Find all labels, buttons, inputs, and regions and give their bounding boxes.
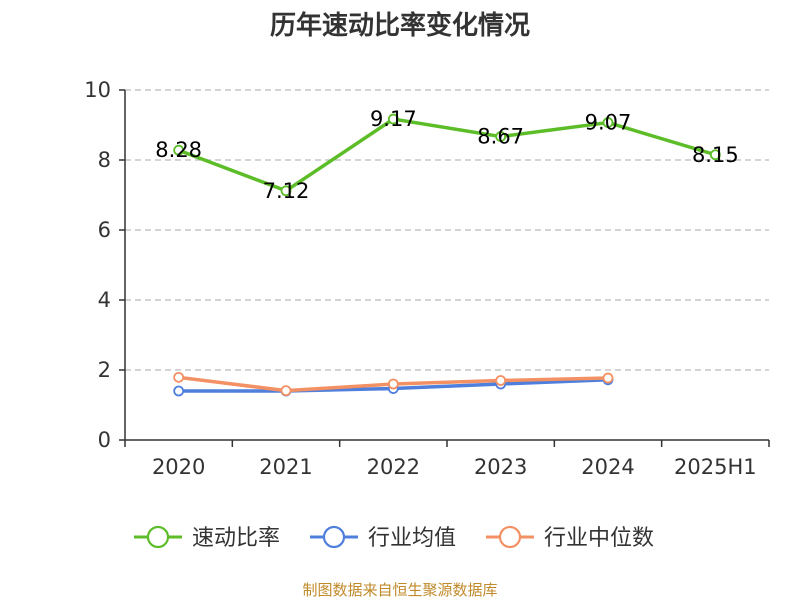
x-tick-label: 2025H1	[674, 455, 757, 479]
x-tick-label: 2023	[474, 455, 527, 479]
y-tick-label: 6	[98, 218, 111, 242]
y-tick-label: 4	[98, 288, 111, 312]
y-tick-label: 0	[98, 428, 111, 452]
data-label: 9.17	[370, 107, 417, 131]
grid	[125, 89, 769, 371]
data-point	[173, 371, 185, 383]
legend-item-0[interactable]: 速动比率	[134, 525, 280, 551]
chart-title: 历年速动比率变化情况	[270, 10, 530, 41]
data-point	[709, 149, 721, 161]
legend-marker	[146, 525, 170, 549]
y-axis-ticks: 0 2 4 6 8 10	[84, 78, 125, 452]
data-label: 8.15	[692, 143, 739, 167]
x-tick-label: 2024	[581, 455, 634, 479]
data-point	[280, 385, 292, 397]
data-label: 7.12	[263, 179, 310, 203]
data-label: 8.67	[477, 125, 524, 149]
legend-marker	[498, 525, 522, 549]
source-note: 制图数据来自恒生聚源数据库	[302, 581, 497, 599]
data-label: 8.28	[155, 138, 202, 162]
x-tick-label: 2021	[259, 455, 312, 479]
data-point	[280, 185, 292, 197]
data-point	[495, 131, 507, 142]
x-tick-label: 2022	[367, 455, 420, 479]
series	[173, 113, 721, 397]
legend-label: 行业中位数	[544, 526, 654, 551]
y-tick-label: 8	[98, 148, 111, 172]
legend-label: 速动比率	[192, 526, 280, 551]
series-line-0	[178, 117, 716, 193]
legend-item-1[interactable]: 行业均值	[310, 525, 456, 551]
data-labels: 8.28 7.12 9.17 8.67 9.07 8.15	[155, 107, 738, 203]
legend: 速动比率 行业均值 行业中位数	[134, 525, 654, 551]
data-label: 9.07	[585, 111, 632, 135]
data-point	[495, 375, 507, 386]
data-point	[387, 378, 399, 390]
y-tick-label: 2	[98, 358, 111, 382]
legend-marker	[322, 525, 346, 549]
x-axis-ticks: 2020 2021 2022 2023 2024 2025H1	[124, 440, 770, 479]
y-tick-label: 10	[84, 78, 111, 102]
x-tick-label: 2020	[152, 455, 205, 479]
data-point	[602, 117, 614, 128]
legend-item-2[interactable]: 行业中位数	[486, 525, 654, 551]
legend-label: 行业均值	[368, 526, 456, 551]
data-point	[387, 113, 399, 125]
data-point	[602, 372, 614, 384]
data-point	[173, 144, 185, 156]
data-point	[173, 385, 185, 397]
